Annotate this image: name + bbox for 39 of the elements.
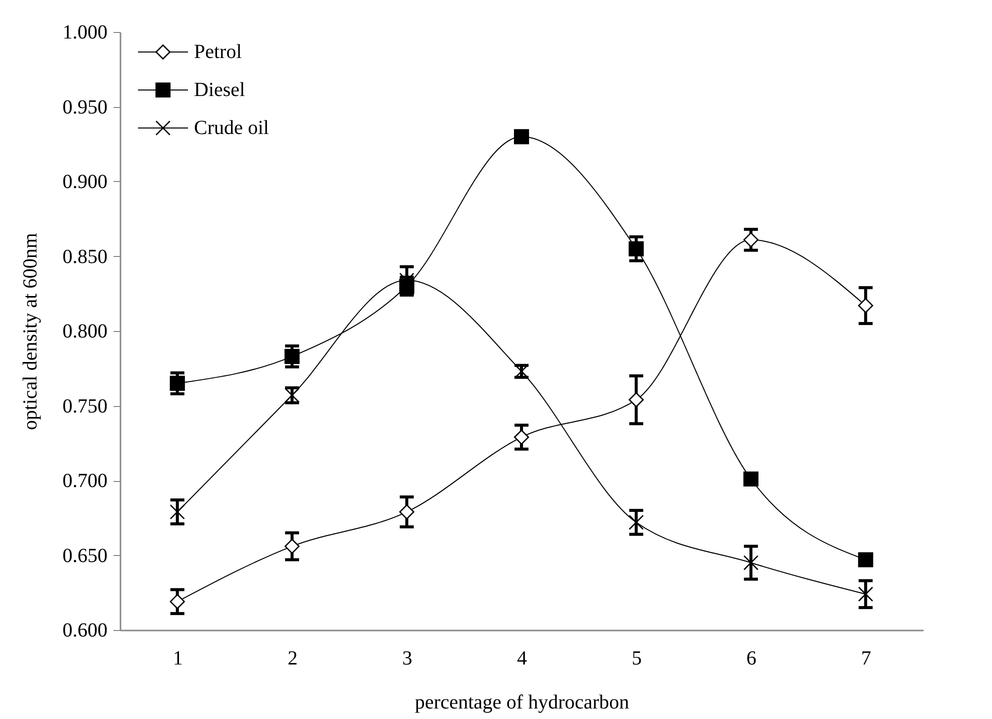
x-axis-title: percentage of hydrocarbon: [414, 692, 630, 714]
x-tick-label: 2: [288, 648, 298, 670]
point: [514, 129, 530, 144]
point: [628, 514, 644, 530]
x-tick-label: 1: [172, 648, 183, 670]
point: [743, 471, 758, 487]
x-tick-label: 5: [632, 648, 642, 670]
point: [743, 232, 758, 248]
point: [858, 586, 874, 602]
point: [170, 594, 185, 610]
point: [399, 504, 414, 520]
legend-label: Diesel: [194, 79, 246, 101]
point: [628, 241, 644, 256]
y-tick-label: 1.000: [62, 22, 108, 44]
y-axis-title: optical density at 600nm: [20, 232, 42, 430]
x-tick-label: 7: [861, 648, 872, 670]
point: [858, 298, 874, 314]
legend-label: Crude oil: [194, 117, 270, 139]
point: [170, 376, 185, 391]
y-tick-label: 0.700: [62, 470, 108, 492]
y-tick-label: 0.600: [62, 620, 108, 642]
y-tick-label: 0.750: [62, 395, 108, 418]
x-tick-label: 3: [402, 648, 412, 670]
y-tick-label: 0.800: [62, 320, 108, 342]
y-tick-label: 0.950: [62, 96, 108, 118]
legend-label: Petrol: [194, 41, 242, 63]
point: [858, 552, 874, 568]
point: [284, 348, 300, 364]
y-tick-label: 0.850: [62, 246, 108, 268]
point: [743, 555, 758, 570]
y-tick-label: 0.900: [62, 171, 108, 193]
x-tick-label: 4: [517, 648, 527, 670]
point: [284, 538, 300, 554]
point: [399, 272, 414, 288]
point: [514, 430, 530, 445]
point: [628, 392, 644, 408]
y-tick-label: 0.650: [62, 544, 108, 567]
point: [170, 504, 185, 520]
x-tick-label: 6: [746, 648, 756, 670]
